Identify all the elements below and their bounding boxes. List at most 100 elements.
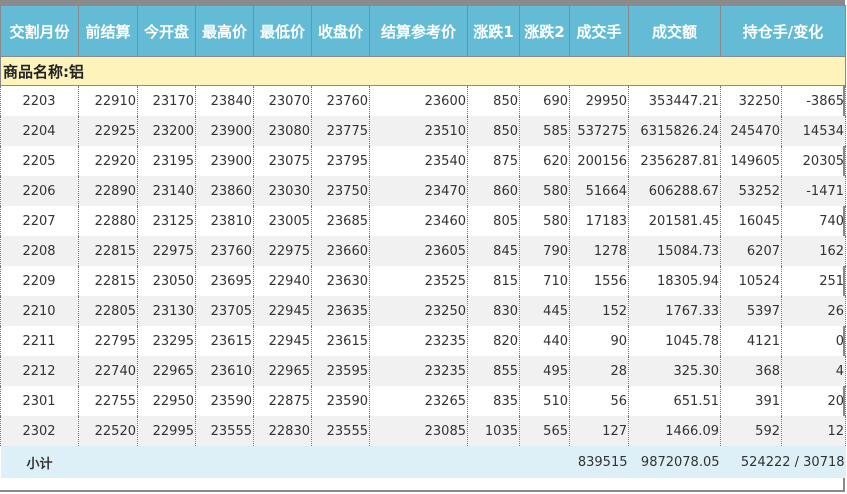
table-cell: 815 [467,266,520,296]
table-cell: 149605 [720,146,782,176]
table-cell: 23170 [137,85,196,116]
table-row[interactable]: 2206 22890 23140 23860 23030 23750 23470 860 580… [0,176,847,206]
table-cell: 850 [467,116,520,146]
table-cell: 845 [467,236,520,266]
table-row[interactable]: 2302 22520 22995 23555 22830 23555 23085 1035 56… [0,416,847,446]
table-cell: 22950 [137,386,196,416]
table-cell: 51664 [569,176,629,206]
table-cell: 22740 [78,356,138,386]
table-cell: 6315826.24 [628,116,721,146]
table-row[interactable]: 2208 22815 22975 23760 22975 23660 23605 845 790… [0,236,847,266]
table-cell: 23590 [311,386,370,416]
table-cell: 1035 [467,416,520,446]
table-cell: 651.51 [628,386,721,416]
table-cell: 1767.33 [628,296,721,326]
table-cell: 850 [467,85,520,116]
table-cell: 23900 [195,146,254,176]
subtotal-open-interest: 524222 / 30718 [720,446,846,478]
table-cell: 29950 [569,85,629,116]
column-header[interactable]: 前结算 [78,5,138,57]
table-cell: 28 [569,356,629,386]
table-cell: 855 [467,356,520,386]
table-cell: 22965 [253,356,312,386]
table-cell: 23810 [195,206,254,236]
table-cell: 32250 [720,85,782,116]
column-header[interactable]: 涨跌1 [467,5,520,57]
table-row[interactable]: 2210 22805 23130 23705 22945 23635 23250 830 445… [0,296,847,326]
table-cell: 22805 [78,296,138,326]
table-cell: -1471 [780,176,847,206]
table-cell: 23685 [311,206,370,236]
table-row[interactable]: 2212 22740 22965 23610 22965 23595 23235 855 495… [0,356,847,386]
table-cell: 440 [519,326,570,356]
table-row[interactable]: 2207 22880 23125 23810 23005 23685 23460 805 580… [0,206,847,236]
column-header[interactable]: 持仓手/变化 [719,5,847,57]
table-cell: 391 [720,386,782,416]
table-cell: 23660 [311,236,370,266]
table-cell: 23795 [311,146,370,176]
table-cell: 23460 [369,206,468,236]
table-cell: 1278 [569,236,629,266]
table-cell: 23555 [195,416,254,446]
product-row: 商品名称:铝 [0,56,847,86]
table-cell: 22945 [253,296,312,326]
table-cell: 580 [519,176,570,206]
table-row[interactable]: 2204 22925 23200 23900 23080 23775 23510 850 585… [0,116,847,146]
table-row[interactable]: 2205 22920 23195 23900 23075 23795 23540 875 620… [0,146,847,176]
table-cell: 23510 [369,116,468,146]
table-row[interactable]: 2211 22795 23295 23615 22945 23615 23235 820 440… [0,326,847,356]
table-cell: 2203 [0,85,79,116]
column-header[interactable]: 成交手 [569,5,629,57]
table-cell: 23130 [137,296,196,326]
column-header[interactable]: 成交额 [628,5,721,57]
table-cell: 23085 [369,416,468,446]
table-cell: 200156 [569,146,629,176]
table-cell: 2208 [0,236,79,266]
table-cell: 23235 [369,356,468,386]
table-cell: 23295 [137,326,196,356]
column-header[interactable]: 最高价 [195,5,254,57]
column-header[interactable]: 结算参考价 [369,5,468,57]
table-cell: 22945 [253,326,312,356]
table-cell: 245470 [720,116,782,146]
table-cell: 23005 [253,206,312,236]
table-row[interactable]: 2203 22910 23170 23840 23070 23760 23600 850 690… [0,85,847,116]
table-cell: 23235 [369,326,468,356]
table-cell: 860 [467,176,520,206]
column-header[interactable]: 今开盘 [137,5,196,57]
table-row[interactable]: 2301 22755 22950 23590 22875 23590 23265 835 510… [0,386,847,416]
table-row[interactable]: 2209 22815 23050 23695 22940 23630 23525 815 710… [0,266,847,296]
column-header[interactable]: 交割月份 [0,5,79,57]
column-header[interactable]: 收盘价 [311,5,370,57]
table-cell: 2356287.81 [628,146,721,176]
table-cell: 23540 [369,146,468,176]
table-cell: 1466.09 [628,416,721,446]
table-cell: 23695 [195,266,254,296]
table-cell: 2207 [0,206,79,236]
table-cell: 0 [780,326,847,356]
table-cell: 201581.45 [628,206,721,236]
table-cell: 2302 [0,416,79,446]
table-cell: 22975 [253,236,312,266]
table-cell: 22920 [78,146,138,176]
table-cell: 22880 [78,206,138,236]
table-cell: 23610 [195,356,254,386]
subtotal-row: 小计 839515 9872078.05 524222 / 30718 [0,446,846,478]
table-cell: 15084.73 [628,236,721,266]
table-cell: 22975 [137,236,196,266]
table-cell: 23615 [311,326,370,356]
table-cell: 23265 [369,386,468,416]
table-cell: 22830 [253,416,312,446]
table-cell: 23760 [311,85,370,116]
table-cell: 23250 [369,296,468,326]
table-cell: 23470 [369,176,468,206]
column-header[interactable]: 涨跌2 [519,5,570,57]
table-cell: 1556 [569,266,629,296]
column-header[interactable]: 最低价 [253,5,312,57]
table-cell: 23070 [253,85,312,116]
table-cell: 20 [780,386,847,416]
table-cell: 325.30 [628,356,721,386]
table-cell: 22995 [137,416,196,446]
table-cell: 26 [780,296,847,326]
table-cell: 585 [519,116,570,146]
